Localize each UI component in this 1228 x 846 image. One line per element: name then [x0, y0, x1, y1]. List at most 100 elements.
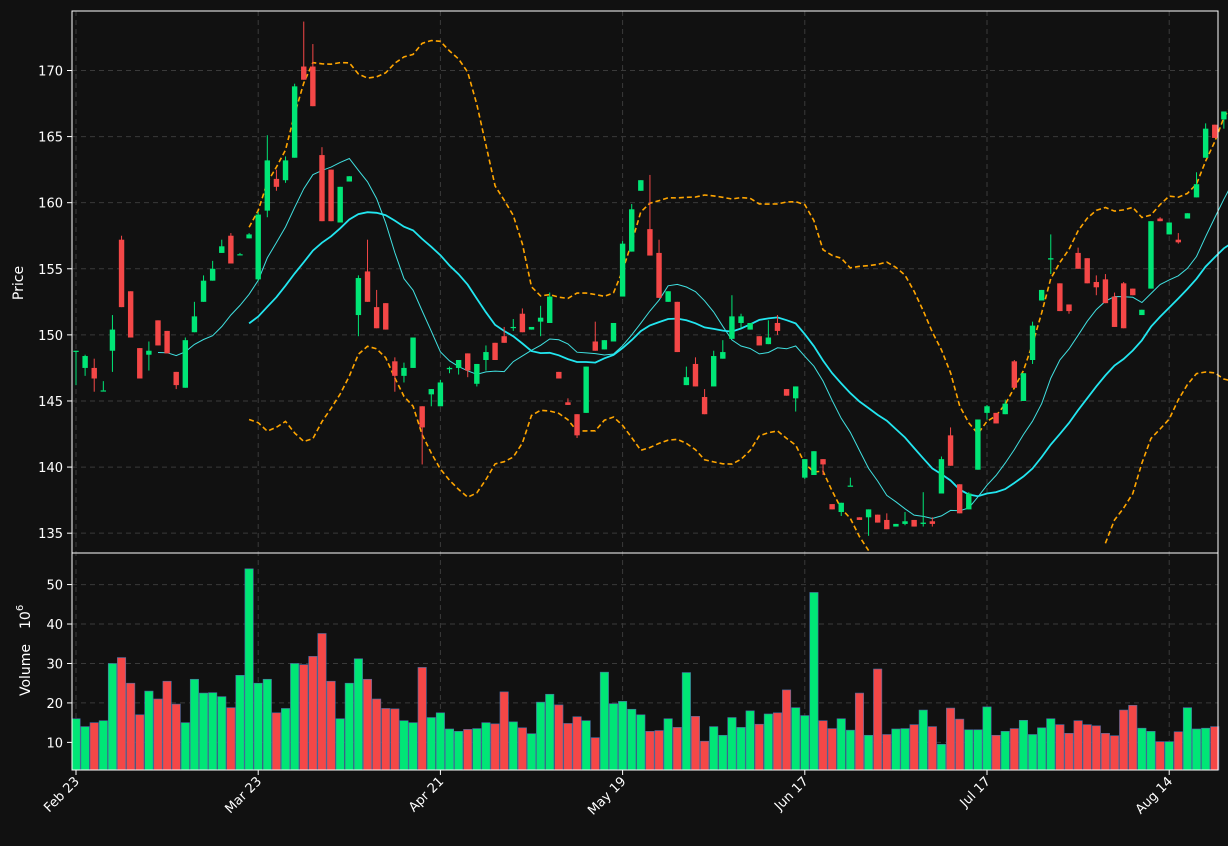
- volume-bar: [1128, 704, 1138, 771]
- volume-bar: [709, 726, 719, 771]
- candle: [729, 295, 735, 339]
- candle: [865, 509, 872, 536]
- volume-bar: [909, 724, 919, 771]
- volume-bar: [636, 714, 646, 771]
- candle-body: [200, 280, 207, 302]
- candle-body: [893, 523, 899, 527]
- candle-body: [1111, 296, 1118, 327]
- candle-body: [492, 342, 498, 360]
- volume-bar: [1073, 720, 1083, 771]
- candle: [1175, 233, 1182, 244]
- candle-body: [319, 155, 325, 222]
- candle: [711, 350, 717, 387]
- candle-body: [929, 521, 936, 524]
- price-tick-label: 165: [38, 131, 63, 146]
- candle: [820, 459, 826, 476]
- candle: [783, 389, 790, 396]
- volume-tick-label: 40: [46, 618, 63, 633]
- volume-bar: [545, 693, 555, 771]
- volume-bar: [791, 707, 801, 771]
- volume-bar: [344, 682, 354, 771]
- candle-body: [993, 412, 999, 424]
- candle-body: [565, 402, 571, 405]
- candle: [547, 292, 553, 323]
- volume-bar: [599, 671, 609, 771]
- volume-bar: [681, 672, 691, 771]
- candle: [911, 519, 917, 527]
- price-tick-label: 145: [38, 395, 63, 410]
- candle: [474, 363, 480, 387]
- candle-body: [720, 352, 726, 359]
- candle-body: [291, 86, 298, 158]
- volume-bar: [590, 737, 600, 771]
- candle-body: [118, 239, 125, 308]
- volume-bar: [718, 734, 728, 771]
- volume-bar: [782, 689, 792, 771]
- candle: [884, 513, 890, 530]
- volume-bar: [900, 728, 910, 771]
- candle-body: [1130, 288, 1136, 296]
- candle-body: [1212, 124, 1218, 138]
- candle: [902, 512, 908, 526]
- candle-body: [1221, 111, 1227, 120]
- candle: [537, 305, 544, 337]
- candle-body: [1193, 184, 1200, 198]
- candle-body: [829, 504, 835, 510]
- candle-body: [219, 246, 225, 253]
- volume-tick-label: 50: [46, 579, 63, 594]
- price-tick-label: 150: [38, 329, 63, 344]
- candle: [1038, 289, 1045, 301]
- candle-body: [364, 271, 371, 302]
- candle-body: [1166, 222, 1172, 235]
- volume-bar: [991, 734, 1001, 771]
- candle-body: [847, 485, 854, 487]
- volume-bar: [262, 678, 272, 771]
- candle: [984, 404, 990, 420]
- candle: [301, 21, 307, 80]
- candle: [1111, 292, 1118, 327]
- candle-body: [465, 353, 471, 371]
- candle: [765, 320, 772, 345]
- candle-body: [701, 397, 708, 415]
- candle-body: [1011, 361, 1018, 388]
- candle: [255, 211, 261, 281]
- candle: [856, 517, 863, 520]
- volume-bar: [700, 740, 710, 771]
- volume-bar: [153, 698, 163, 771]
- candle: [1221, 111, 1227, 129]
- candle-body: [1066, 304, 1072, 312]
- candle-body: [610, 322, 617, 342]
- volume-bar: [481, 722, 491, 771]
- candle: [665, 291, 671, 302]
- volume-bar: [1137, 727, 1147, 771]
- volume-bar: [1201, 727, 1211, 771]
- volume-bar: [408, 722, 418, 771]
- candle-body: [1093, 282, 1100, 288]
- volume-axis-label-text: Volume: [18, 644, 34, 696]
- candle: [237, 252, 243, 256]
- candle: [1020, 373, 1027, 401]
- candle-body: [1057, 283, 1063, 312]
- candle: [419, 406, 425, 465]
- volume-bar: [472, 728, 482, 771]
- volume-bar: [508, 721, 518, 771]
- candle-body: [91, 367, 97, 379]
- candle: [893, 523, 899, 527]
- volume-bar: [417, 667, 427, 771]
- volume-bar: [809, 592, 819, 771]
- volume-bar: [390, 708, 400, 771]
- candle-body: [629, 209, 635, 252]
- candle-body: [619, 243, 626, 297]
- volume-bar: [445, 728, 455, 771]
- volume-bar: [827, 728, 837, 771]
- volume-bar: [800, 715, 810, 771]
- candle-body: [373, 307, 380, 329]
- candle-body: [100, 390, 107, 392]
- volume-bar: [326, 680, 336, 771]
- volume-bar: [854, 692, 864, 771]
- candle: [155, 320, 161, 346]
- candle-body: [665, 291, 671, 302]
- candle-body: [802, 459, 808, 478]
- volume-bar: [372, 698, 382, 771]
- candle-body: [902, 521, 908, 524]
